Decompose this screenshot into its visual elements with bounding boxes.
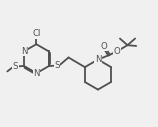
Text: Cl: Cl	[32, 29, 41, 38]
Text: O: O	[114, 47, 121, 56]
Text: S: S	[13, 62, 18, 71]
Text: N: N	[33, 69, 40, 78]
Text: N: N	[95, 55, 101, 64]
Text: S: S	[54, 61, 60, 70]
Text: O: O	[100, 42, 107, 51]
Text: N: N	[21, 47, 27, 56]
